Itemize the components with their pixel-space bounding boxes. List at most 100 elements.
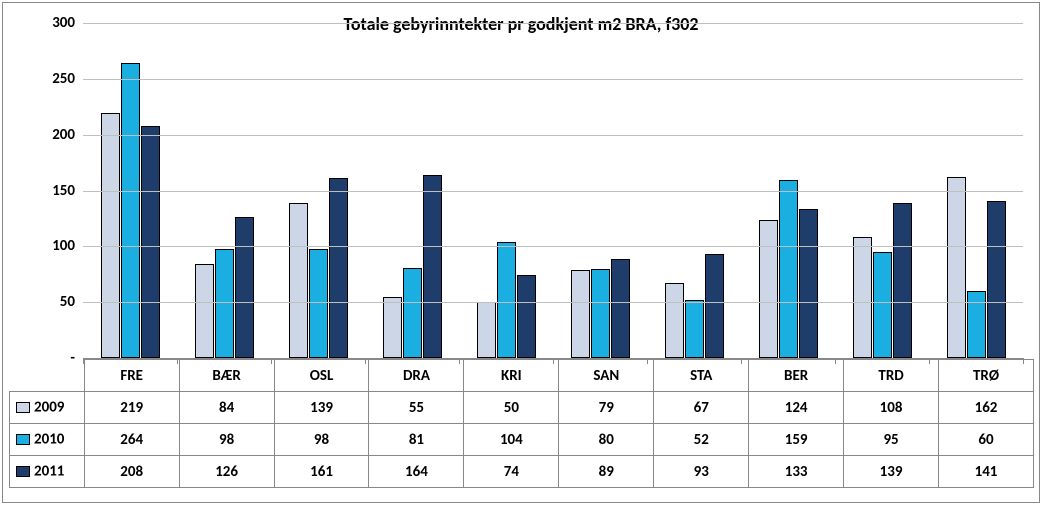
bar-group	[835, 203, 929, 358]
table-cell: 84	[179, 392, 274, 424]
bar	[289, 203, 308, 358]
table-cell: 124	[749, 392, 844, 424]
bar-group	[83, 63, 177, 358]
y-axis: -50100150200250300	[33, 23, 83, 358]
bar-group	[459, 242, 553, 358]
grid-line	[83, 135, 1023, 136]
plot-area	[83, 23, 1023, 358]
table-header-cell: OSL	[274, 360, 369, 392]
table-cell: 60	[939, 424, 1034, 456]
table-cell: 98	[274, 424, 369, 456]
bar	[987, 201, 1006, 358]
table-cell: 80	[559, 424, 654, 456]
legend-label: 2011	[34, 463, 64, 481]
bar	[853, 237, 872, 358]
bar	[309, 249, 328, 358]
table-cell: 162	[939, 392, 1034, 424]
table-header-cell: KRI	[464, 360, 559, 392]
bar	[591, 269, 610, 358]
table-cell: 108	[844, 392, 939, 424]
chart-container: Totale gebyrinntekter pr godkjent m2 BRA…	[2, 2, 1040, 503]
table-cell: 52	[654, 424, 749, 456]
y-tick-label: 150	[30, 182, 75, 200]
table-cell: 161	[274, 456, 369, 488]
bar-group	[271, 178, 365, 358]
table-row: 2011208126161164748993133139141	[10, 456, 1034, 488]
legend-swatch	[16, 434, 30, 445]
table-cell: 208	[84, 456, 179, 488]
table-cell: 139	[274, 392, 369, 424]
table-header-cell: SAN	[559, 360, 654, 392]
bar	[215, 249, 234, 358]
table-cell: 79	[559, 392, 654, 424]
bar	[195, 264, 214, 358]
table-cell: 74	[464, 456, 559, 488]
legend-cell: 2010	[10, 424, 85, 456]
table-cell: 95	[844, 424, 939, 456]
data-table: FREBÆROSLDRAKRISANSTABERTRDTRØ2009219841…	[9, 359, 1034, 488]
table-header-cell: DRA	[369, 360, 464, 392]
bar	[685, 300, 704, 358]
legend-label: 2010	[34, 431, 64, 449]
table-cell: 81	[369, 424, 464, 456]
bar-group	[929, 177, 1023, 358]
table-cell: 67	[654, 392, 749, 424]
table-cell: 89	[559, 456, 654, 488]
table-header-row: FREBÆROSLDRAKRISANSTABERTRDTRØ	[10, 360, 1034, 392]
table-header-cell: STA	[654, 360, 749, 392]
table-cell: 98	[179, 424, 274, 456]
table-cell: 219	[84, 392, 179, 424]
y-tick-label: 200	[30, 126, 75, 144]
y-tick-label: 250	[30, 70, 75, 88]
legend-label: 2009	[34, 399, 64, 417]
table-cell: 164	[369, 456, 464, 488]
bar	[611, 259, 630, 358]
table-cell: 139	[844, 456, 939, 488]
bar	[705, 254, 724, 358]
bar	[665, 283, 684, 358]
bar-group	[741, 180, 835, 358]
bar	[329, 178, 348, 358]
grid-line	[83, 23, 1023, 24]
table-header-cell: BER	[749, 360, 844, 392]
bar	[799, 209, 818, 358]
y-tick-label: 300	[30, 14, 75, 32]
grid-line	[83, 302, 1023, 303]
bar	[571, 270, 590, 358]
table-row: 20092198413955507967124108162	[10, 392, 1034, 424]
bar	[873, 252, 892, 358]
legend-swatch	[16, 402, 30, 413]
y-tick-label: 100	[30, 237, 75, 255]
table-cell: 141	[939, 456, 1034, 488]
bar-group	[553, 259, 647, 358]
table-cell: 104	[464, 424, 559, 456]
table-cell: 159	[749, 424, 844, 456]
y-tick-label: 50	[30, 293, 75, 311]
legend-cell: 2009	[10, 392, 85, 424]
bar	[497, 242, 516, 358]
grid-line	[83, 79, 1023, 80]
bar	[779, 180, 798, 358]
table-cell: 126	[179, 456, 274, 488]
bar	[517, 275, 536, 358]
bar-group	[365, 175, 459, 358]
bar	[947, 177, 966, 358]
bar	[403, 268, 422, 358]
bar	[235, 217, 254, 358]
table-cell: 264	[84, 424, 179, 456]
table-header-cell: BÆR	[179, 360, 274, 392]
bar-group	[647, 254, 741, 358]
table-header-cell: TRØ	[939, 360, 1034, 392]
bar	[893, 203, 912, 358]
table-header-cell: TRD	[844, 360, 939, 392]
bar-group	[177, 217, 271, 358]
bar	[121, 63, 140, 358]
bar	[383, 297, 402, 358]
legend-swatch	[16, 466, 30, 477]
bar	[477, 302, 496, 358]
bar	[423, 175, 442, 358]
table-cell: 133	[749, 456, 844, 488]
bar	[967, 291, 986, 358]
bar	[141, 126, 160, 358]
table-cell: 55	[369, 392, 464, 424]
